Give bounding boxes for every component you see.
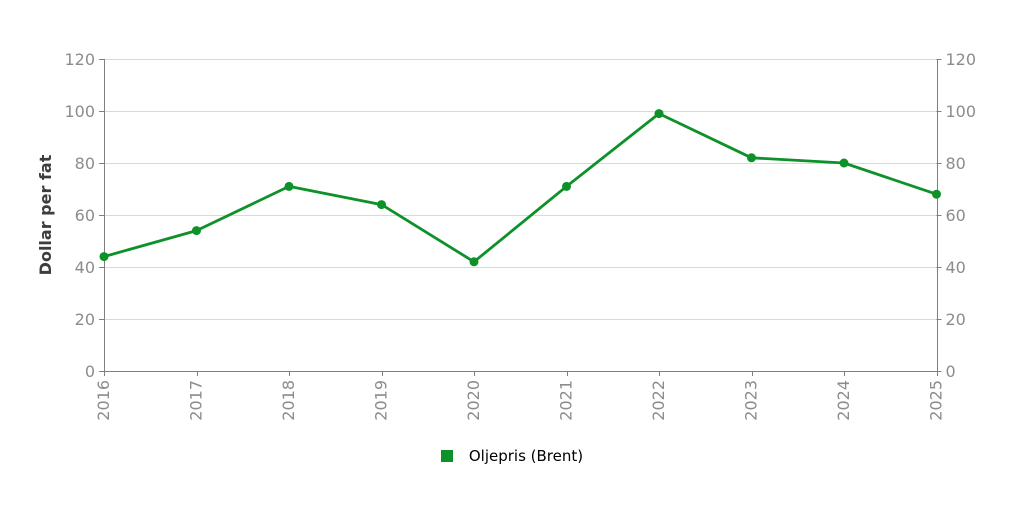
x-tick-label-2017: 2017 bbox=[187, 380, 206, 421]
legend-label: Oljepris (Brent) bbox=[468, 447, 584, 465]
data-point-2016 bbox=[99, 252, 109, 262]
data-point-2018 bbox=[284, 181, 294, 191]
data-point-2020 bbox=[469, 257, 479, 267]
y-tick-label-right-0: 0 bbox=[946, 362, 956, 381]
legend: Oljepris (Brent) bbox=[0, 446, 1024, 466]
y-axis-title: Dollar per fat bbox=[36, 154, 55, 275]
y-tick-label-left-0: 0 bbox=[85, 362, 95, 381]
y-tick-label-left-60: 60 bbox=[75, 206, 95, 225]
y-tick-label-left-100: 100 bbox=[64, 102, 95, 121]
y-tick-label-right-100: 100 bbox=[946, 102, 977, 121]
data-point-2019 bbox=[377, 200, 386, 210]
y-tick-label-left-80: 80 bbox=[75, 154, 95, 173]
x-tick-label-2016: 2016 bbox=[94, 380, 113, 421]
y-tick-label-left-40: 40 bbox=[75, 258, 95, 277]
x-tick-label-2025: 2025 bbox=[927, 380, 946, 421]
series-layer bbox=[99, 109, 941, 267]
data-point-2022 bbox=[654, 109, 664, 119]
y-tick-label-right-60: 60 bbox=[946, 206, 966, 225]
x-tick-label-2019: 2019 bbox=[372, 380, 391, 421]
x-tick-label-2020: 2020 bbox=[464, 380, 483, 421]
data-point-2023 bbox=[747, 153, 756, 163]
data-point-2024 bbox=[839, 158, 849, 168]
data-point-2017 bbox=[192, 226, 201, 236]
axis-layer bbox=[99, 59, 942, 376]
x-tick-label-2021: 2021 bbox=[557, 380, 576, 421]
y-tick-label-left-120: 120 bbox=[64, 50, 95, 69]
legend-square-marker-icon bbox=[440, 450, 453, 462]
y-tick-label-left-20: 20 bbox=[75, 310, 95, 329]
data-point-2025 bbox=[932, 189, 941, 199]
y-tick-label-right-40: 40 bbox=[946, 258, 966, 277]
y-tick-label-right-120: 120 bbox=[946, 50, 977, 69]
y-tick-label-right-80: 80 bbox=[946, 154, 966, 173]
grid-layer bbox=[104, 59, 937, 320]
x-tick-label-2024: 2024 bbox=[834, 380, 853, 421]
x-tick-label-2023: 2023 bbox=[742, 380, 761, 421]
x-tick-label-2022: 2022 bbox=[649, 380, 668, 421]
legend-item-oljepris-brent[interactable]: Oljepris (Brent) bbox=[440, 446, 584, 466]
series-line-oljepris-brent- bbox=[102, 112, 938, 264]
data-point-2021 bbox=[562, 181, 571, 191]
y-tick-label-right-20: 20 bbox=[946, 310, 966, 329]
x-tick-label-2018: 2018 bbox=[279, 380, 298, 421]
